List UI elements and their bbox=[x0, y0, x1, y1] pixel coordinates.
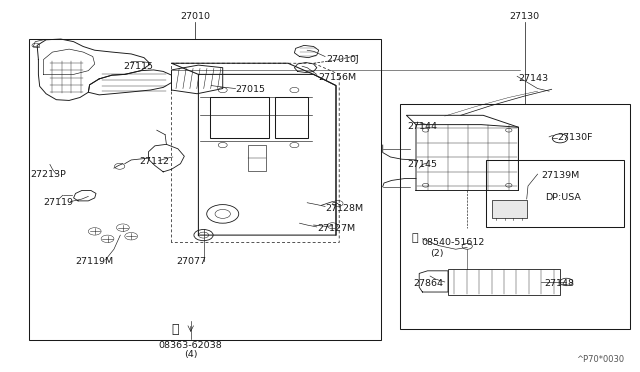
Text: 27128M: 27128M bbox=[325, 204, 364, 213]
Text: 27139M: 27139M bbox=[541, 171, 579, 180]
Bar bbox=[492, 200, 527, 218]
Bar bbox=[486, 160, 624, 227]
Text: 27213P: 27213P bbox=[31, 170, 67, 179]
Text: 27115: 27115 bbox=[123, 62, 153, 71]
Text: Ⓢ: Ⓢ bbox=[171, 323, 179, 336]
Text: 27130: 27130 bbox=[509, 12, 540, 21]
Text: 27119M: 27119M bbox=[76, 257, 114, 266]
Bar bbox=[448, 269, 560, 295]
Text: ^P70*0030: ^P70*0030 bbox=[576, 355, 624, 364]
Text: 27148: 27148 bbox=[544, 279, 574, 288]
Text: 27010: 27010 bbox=[180, 12, 210, 21]
Text: 27145: 27145 bbox=[408, 160, 438, 169]
Text: 27864: 27864 bbox=[413, 279, 444, 288]
Text: 27143: 27143 bbox=[518, 74, 548, 83]
Text: 27156M: 27156M bbox=[319, 73, 357, 81]
Text: 27127M: 27127M bbox=[317, 224, 355, 233]
Bar bbox=[210, 97, 269, 138]
Text: 27130F: 27130F bbox=[557, 133, 592, 142]
Text: 27015: 27015 bbox=[236, 85, 266, 94]
Bar bbox=[400, 104, 630, 329]
Text: (2): (2) bbox=[430, 249, 444, 258]
Text: 27010J: 27010J bbox=[326, 55, 359, 64]
Text: 08540-51612: 08540-51612 bbox=[421, 238, 484, 247]
Bar bbox=[29, 39, 381, 340]
Text: 27119: 27119 bbox=[44, 198, 74, 207]
Bar bbox=[275, 97, 308, 138]
Text: 27144: 27144 bbox=[408, 122, 438, 131]
Text: (4): (4) bbox=[184, 350, 198, 359]
Text: 27112: 27112 bbox=[140, 157, 170, 166]
Bar bbox=[248, 145, 266, 171]
Text: 08363-62038: 08363-62038 bbox=[159, 341, 223, 350]
Text: Ⓢ: Ⓢ bbox=[412, 233, 418, 243]
Text: DP:USA: DP:USA bbox=[545, 193, 581, 202]
Text: 27077: 27077 bbox=[176, 257, 206, 266]
